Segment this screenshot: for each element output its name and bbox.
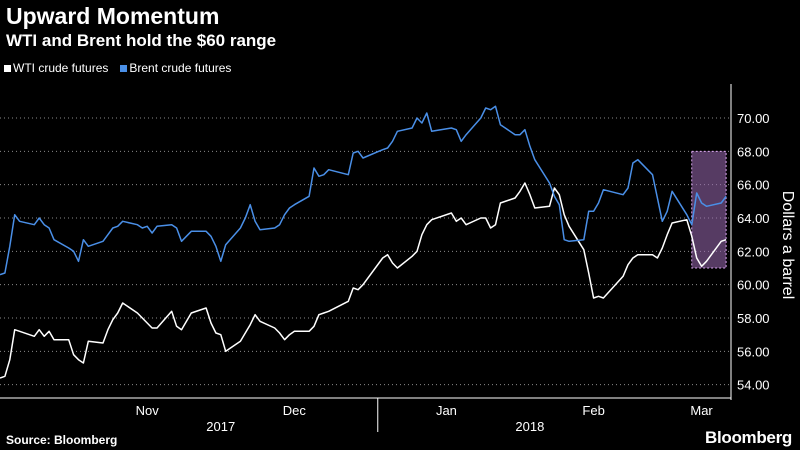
legend: WTI crude futures Brent crude futures [4,60,231,76]
y-tick-label: 70.00 [737,111,770,126]
legend-swatch-brent [120,64,128,72]
year-label-2017: 2017 [206,419,235,434]
legend-item-brent: Brent crude futures [120,60,231,76]
y-tick-label: 54.00 [737,378,770,393]
y-axis-label: Dollars a barrel [779,191,796,299]
year-label-2018: 2018 [515,419,544,434]
y-tick-label: 56.00 [737,344,770,359]
series-line-wti [0,182,727,379]
y-tick-label: 68.00 [737,144,770,159]
source-note: Source: Bloomberg [6,433,118,447]
chart-title: Upward Momentum [6,3,220,29]
y-tick-label: 62.00 [737,244,770,259]
y-tick-label: 60.00 [737,278,770,293]
x-tick-label-dec: Dec [283,403,307,418]
chart-subtitle: WTI and Brent hold the $60 range [6,31,277,50]
x-tick-label-mar: Mar [690,403,713,418]
highlight-box [691,150,727,269]
series-line-brent [0,105,727,276]
legend-item-wti: WTI crude futures [4,60,108,76]
legend-label-wti: WTI crude futures [13,61,109,75]
y-tick-label: 64.00 [737,211,770,226]
x-tick-label-feb: Feb [582,403,604,418]
brand-logo: Bloomberg [704,428,792,447]
y-tick-label: 66.00 [737,178,770,193]
legend-swatch-wti [4,64,11,72]
y-tick-label: 58.00 [737,311,770,326]
legend-label-brent: Brent crude futures [129,61,232,75]
x-tick-label-jan: Jan [436,403,457,418]
x-tick-label-nov: Nov [136,403,160,418]
